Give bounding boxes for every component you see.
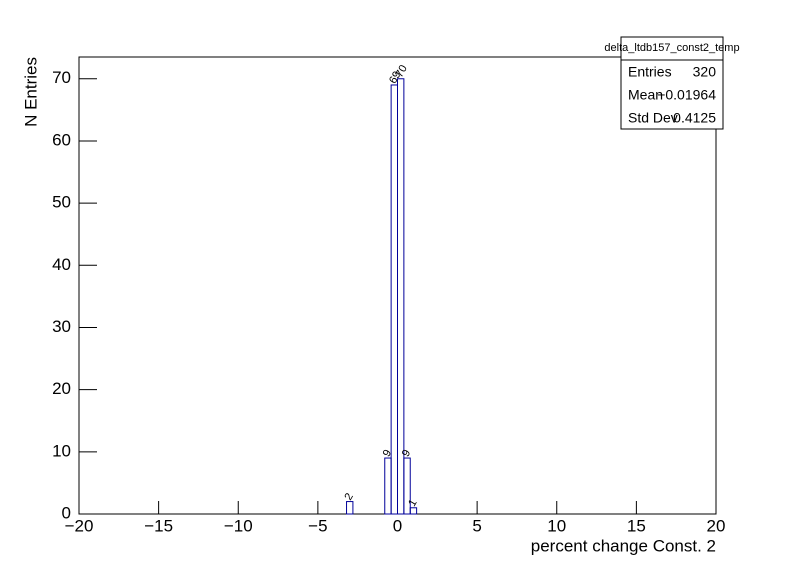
data-label: 69: [387, 69, 404, 86]
bar: [346, 501, 354, 515]
x-tick-label: −5: [308, 516, 327, 535]
stats-box: delta_ltdb157_const2_temp Entries 320 Me…: [604, 36, 740, 130]
stats-value: 320: [693, 64, 717, 80]
stats-title: delta_ltdb157_const2_temp: [604, 42, 739, 54]
data-label: 70: [393, 63, 410, 80]
y-tick-label: 10: [52, 441, 71, 460]
y-tick-label: 40: [52, 255, 71, 274]
y-tick-label: 70: [52, 68, 71, 87]
bar: [397, 78, 405, 515]
stats-value: 0.4125: [673, 110, 716, 126]
bar: [403, 457, 411, 515]
y-tick-label: 50: [52, 193, 71, 212]
data-label: 1: [406, 497, 419, 508]
bar: [409, 507, 418, 515]
x-tick-label: −20: [65, 516, 94, 535]
stats-value: −0.01964: [657, 87, 716, 103]
stats-label: Entries: [628, 64, 672, 80]
x-tick-label: 15: [627, 516, 646, 535]
y-tick-label: 0: [62, 503, 71, 522]
x-tick-label: 20: [707, 516, 726, 535]
x-tick-label: 10: [547, 516, 566, 535]
y-tick-label: 60: [52, 130, 71, 149]
data-label: 9: [381, 448, 394, 459]
x-tick-label: 0: [393, 516, 402, 535]
y-tick-label: 30: [52, 317, 71, 336]
y-tick-label: 20: [52, 379, 71, 398]
y-axis-title: N Entries: [21, 57, 40, 127]
x-axis-title: percent change Const. 2: [531, 536, 716, 555]
x-tick-label: −10: [224, 516, 253, 535]
stats-label: Mean: [628, 87, 663, 103]
x-tick-label: −15: [144, 516, 173, 535]
data-label: 9: [400, 448, 413, 459]
x-tick-label: 5: [472, 516, 481, 535]
stats-label: Std Dev: [628, 110, 678, 126]
data-label: 2: [342, 491, 355, 502]
